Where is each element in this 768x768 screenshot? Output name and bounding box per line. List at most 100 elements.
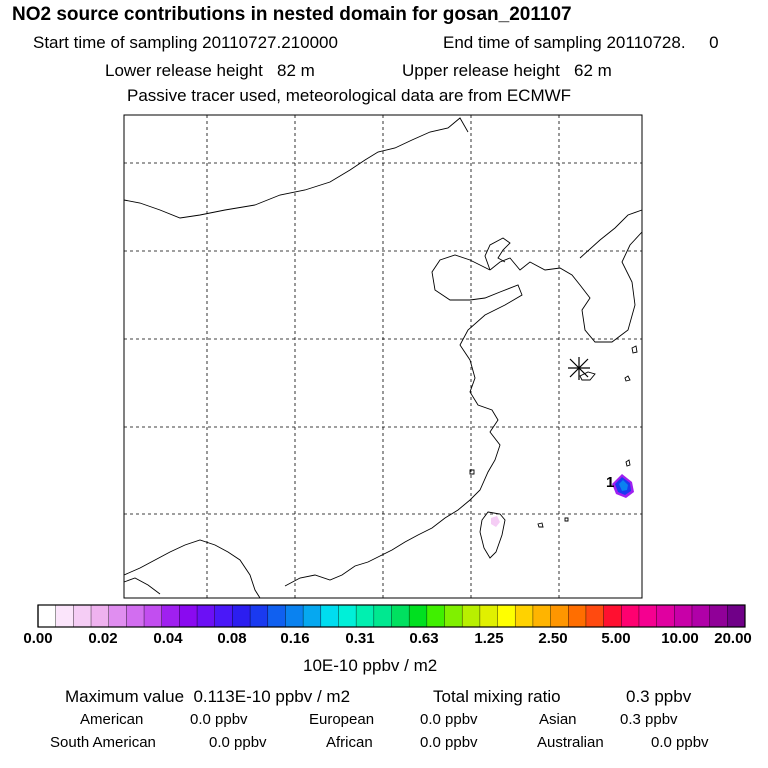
colorbar-tick-6: 0.63 bbox=[409, 630, 439, 647]
colorbar-segment bbox=[674, 605, 693, 627]
colorbar-segment bbox=[144, 605, 163, 627]
colorbar-segment bbox=[391, 605, 410, 627]
colorbar-segment bbox=[373, 605, 392, 627]
receptor-star bbox=[568, 357, 590, 380]
colorbar-tick-7: 1.25 bbox=[474, 630, 504, 647]
colorbar-segment bbox=[727, 605, 746, 627]
coastlines bbox=[123, 117, 643, 599]
end-time-label: End time of sampling 20110728. 0 bbox=[443, 33, 719, 52]
colorbar bbox=[37, 604, 746, 628]
colorbar-segment bbox=[603, 605, 622, 627]
region-south-american-label: South American bbox=[50, 734, 156, 751]
map-panel: 1 bbox=[123, 114, 643, 599]
colorbar-segment bbox=[656, 605, 675, 627]
chart-title: NO2 source contributions in nested domai… bbox=[12, 4, 572, 25]
colorbar-segment bbox=[161, 605, 180, 627]
colorbar-segment bbox=[126, 605, 145, 627]
islet-3 bbox=[625, 459, 631, 467]
region-american-value: 0.0 ppbv bbox=[190, 711, 248, 728]
colorbar-tick-11: 20.00 bbox=[714, 630, 752, 647]
colorbar-segment bbox=[73, 605, 92, 627]
colorbar-segment bbox=[462, 605, 481, 627]
colorbar-segment bbox=[214, 605, 233, 627]
colorbar-segment bbox=[197, 605, 216, 627]
maximum-value: Maximum value 0.113E-10 ppbv / m2 bbox=[65, 687, 351, 706]
taiwan bbox=[479, 511, 506, 559]
colorbar-segment bbox=[638, 605, 658, 627]
china-coast bbox=[284, 254, 523, 587]
colorbar-segment bbox=[38, 605, 57, 627]
region-south-american-value: 0.0 ppbv bbox=[209, 734, 267, 751]
colorbar-segment bbox=[709, 605, 728, 627]
colorbar-segment bbox=[232, 605, 251, 627]
southern-border bbox=[123, 539, 261, 599]
lower-release-height: Lower release height 82 m bbox=[105, 61, 315, 80]
colorbar-tick-9: 5.00 bbox=[601, 630, 631, 647]
region-african-value: 0.0 ppbv bbox=[420, 734, 478, 751]
colorbar-tick-3: 0.08 bbox=[217, 630, 247, 647]
colorbar-tick-5: 0.31 bbox=[345, 630, 375, 647]
total-mixing-ratio-value: 0.3 ppbv bbox=[626, 687, 692, 706]
colorbar-segment bbox=[568, 605, 587, 627]
colorbar-segment bbox=[409, 605, 428, 627]
korea-coast bbox=[489, 231, 643, 343]
islet-1 bbox=[624, 375, 631, 382]
colorbar-segment bbox=[426, 605, 445, 627]
colorbar-segment bbox=[479, 605, 498, 627]
northeast-border bbox=[579, 209, 643, 259]
colorbar-unit: 10E-10 ppbv / m2 bbox=[303, 656, 438, 675]
sw-border bbox=[123, 577, 161, 595]
colorbar-segment bbox=[550, 605, 569, 627]
colorbar-segment bbox=[267, 605, 286, 627]
start-time-label: Start time of sampling 20110727.210000 bbox=[33, 33, 338, 52]
colorbar-segment bbox=[515, 605, 534, 627]
map-gridlines bbox=[124, 115, 642, 598]
colorbar-tick-8: 2.50 bbox=[538, 630, 568, 647]
colorbar-segment bbox=[621, 605, 640, 627]
tracer-info: Passive tracer used, meteorological data… bbox=[127, 86, 572, 105]
colorbar-segment bbox=[108, 605, 127, 627]
region-asian-value: 0.3 ppbv bbox=[620, 711, 678, 728]
colorbar-segment bbox=[285, 605, 304, 627]
region-australian-value: 0.0 ppbv bbox=[651, 734, 709, 751]
colorbar-tick-0: 0.00 bbox=[23, 630, 53, 647]
colorbar-tick-1: 0.02 bbox=[88, 630, 118, 647]
islet-4 bbox=[537, 522, 544, 528]
islet-6 bbox=[469, 469, 475, 475]
colorbar-segment bbox=[532, 605, 551, 627]
region-european-value: 0.0 ppbv bbox=[420, 711, 478, 728]
total-mixing-ratio-label: Total mixing ratio bbox=[433, 687, 561, 706]
bohai-coast bbox=[484, 237, 511, 271]
patch-taiwan bbox=[491, 516, 500, 527]
region-african-label: African bbox=[326, 734, 373, 751]
region-american-label: American bbox=[80, 711, 144, 728]
colorbar-segment bbox=[356, 605, 375, 627]
colorbar-segment bbox=[691, 605, 711, 627]
colorbar-tick-2: 0.04 bbox=[153, 630, 183, 647]
colorbar-segment bbox=[303, 605, 322, 627]
colorbar-frame bbox=[37, 604, 746, 628]
region-european-label: European bbox=[309, 711, 375, 728]
colorbar-segment bbox=[338, 605, 357, 627]
region-australian-label: Australian bbox=[537, 734, 604, 751]
marker-label: 1 bbox=[606, 474, 614, 491]
colorbar-segment bbox=[55, 605, 74, 627]
concentration-patches bbox=[491, 474, 634, 527]
colorbar-segment bbox=[320, 605, 339, 627]
jeju-island bbox=[579, 371, 596, 381]
northern-border bbox=[123, 117, 469, 219]
islet-5 bbox=[564, 517, 569, 522]
colorbar-tick-10: 10.00 bbox=[661, 630, 699, 647]
colorbar-segment bbox=[585, 605, 604, 627]
colorbar-segment bbox=[179, 605, 198, 627]
colorbar-segment bbox=[250, 605, 269, 627]
patch-inner bbox=[619, 480, 628, 491]
colorbar-segment bbox=[91, 605, 110, 627]
colorbar-tick-4: 0.16 bbox=[280, 630, 310, 647]
islet-2 bbox=[631, 345, 638, 354]
upper-release-height: Upper release height 62 m bbox=[402, 61, 612, 80]
colorbar-segment bbox=[444, 605, 463, 627]
colorbar-segment bbox=[497, 605, 516, 627]
region-asian-label: Asian bbox=[539, 711, 577, 728]
